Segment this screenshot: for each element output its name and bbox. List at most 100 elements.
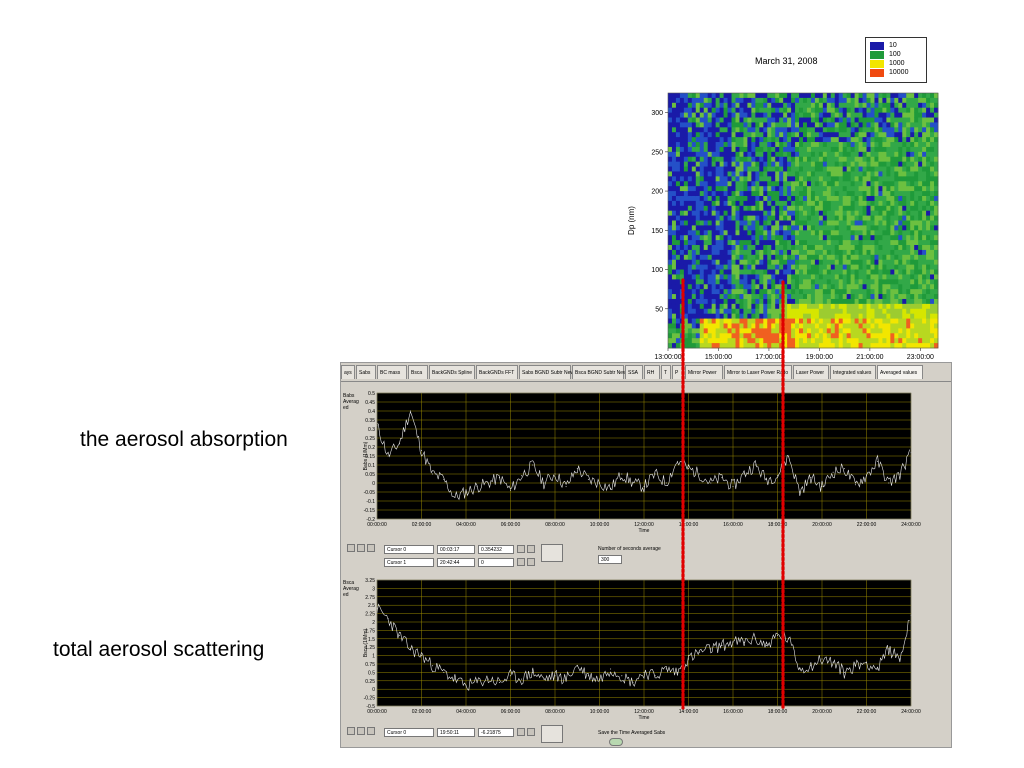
heatmap-cell: [707, 274, 713, 280]
heatmap-cell: [870, 97, 875, 104]
heatmap-cell: [826, 181, 832, 187]
heatmap-cell: [771, 142, 776, 148]
heatmap-cell: [775, 274, 780, 280]
tab-ssa[interactable]: SSA: [625, 365, 643, 379]
heatmap-cell: [671, 254, 677, 261]
heatmap-cell: [779, 318, 784, 324]
tab-ays[interactable]: ays: [341, 365, 355, 379]
heatmap-cell: [846, 181, 852, 187]
tab-p[interactable]: P: [672, 365, 684, 379]
save-toggle[interactable]: [609, 738, 623, 746]
cursor-name-field[interactable]: Cursor 1: [384, 558, 434, 567]
cursor-color-icon[interactable]: [527, 558, 535, 566]
heatmap-cell: [926, 254, 931, 261]
heatmap-cell: [743, 259, 748, 266]
heatmap-cell: [695, 97, 701, 104]
cursor-value-field[interactable]: 0: [478, 558, 514, 567]
tab-t[interactable]: T: [661, 365, 671, 379]
heatmap-cell: [731, 156, 736, 163]
heatmap-cell: [703, 323, 709, 329]
heatmap-cell: [679, 220, 685, 226]
heatmap-cell: [806, 308, 812, 315]
heatmap-cell: [703, 171, 709, 177]
cursor-move-control[interactable]: [541, 725, 563, 743]
heatmap-cell: [834, 166, 840, 172]
heatmap-cell: [803, 308, 808, 315]
heatmap-cell: [783, 333, 788, 339]
tab-backgnds-fft[interactable]: BackGNDs FFT: [476, 365, 518, 379]
pan-tool-icon[interactable]: [357, 727, 365, 735]
heatmap-cell: [763, 269, 768, 275]
tab-averaged-values[interactable]: Averaged values: [877, 365, 923, 379]
babs-chart-series-line: [376, 410, 910, 501]
cursor-name-field[interactable]: Cursor 0: [384, 545, 434, 554]
heatmap-cell: [878, 235, 883, 241]
heatmap-cell: [795, 215, 800, 221]
heatmap-cell: [791, 323, 796, 329]
cursor-time-field[interactable]: 00:03:17: [437, 545, 475, 554]
tab-mirror-to-laser-power-ratio[interactable]: Mirror to Laser Power Ratio: [724, 365, 792, 379]
heatmap-cell: [727, 200, 732, 207]
heatmap-cell: [898, 308, 903, 315]
tab-bsca[interactable]: Bsca: [408, 365, 428, 379]
cursor-value-field[interactable]: 0.354232: [478, 545, 514, 554]
heatmap-cell: [814, 220, 820, 226]
hand-tool-icon[interactable]: [367, 727, 375, 735]
heatmap-cell: [838, 205, 844, 212]
cursor-color-icon[interactable]: [527, 728, 535, 736]
heatmap-cell: [834, 102, 840, 109]
cursor-color-icon[interactable]: [527, 545, 535, 553]
heatmap-cell: [834, 195, 840, 202]
tab-sabs[interactable]: Sabs: [356, 365, 376, 379]
heatmap-cell: [675, 200, 681, 207]
heatmap-cell: [818, 323, 824, 329]
tab-backgnds-spline[interactable]: BackGNDs Spline: [429, 365, 475, 379]
heatmap-cell: [858, 195, 863, 202]
heatmap-cell: [771, 112, 776, 118]
tab-sabs-bgnd-subtr-new[interactable]: Sabs BGND Subtr New: [519, 365, 574, 379]
zoom-tool-icon[interactable]: [347, 727, 355, 735]
heatmap-cell: [814, 284, 820, 290]
tab-bc-mass[interactable]: BC mass: [377, 365, 407, 379]
heatmap-cell: [922, 308, 927, 315]
average-seconds-input[interactable]: 300: [598, 555, 622, 564]
pan-tool-icon[interactable]: [357, 544, 365, 552]
tab-integrated-values[interactable]: Integrated values: [830, 365, 876, 379]
heatmap-cell: [922, 146, 927, 153]
bsca-chart-data-point: [576, 665, 578, 667]
heatmap-cell: [918, 127, 923, 133]
cursor-time-field[interactable]: 20:42:44: [437, 558, 475, 567]
heatmap-cell: [779, 259, 784, 266]
cursor-style-icon[interactable]: [517, 545, 525, 553]
heatmap-cell: [918, 230, 923, 236]
heatmap-cell: [862, 205, 867, 212]
tab-laser-power[interactable]: Laser Power: [793, 365, 829, 379]
heatmap-cell: [715, 318, 721, 324]
cursor-time-field[interactable]: 19:50:11: [437, 728, 475, 737]
bsca-chart-control-label: Bsca: [343, 580, 354, 586]
cursor-name-field[interactable]: Cursor 0: [384, 728, 434, 737]
heatmap-cell: [838, 264, 844, 270]
heatmap-cell: [922, 249, 927, 256]
heatmap-cell: [703, 343, 709, 349]
tab-rh[interactable]: RH: [644, 365, 660, 379]
heatmap-cell: [723, 146, 728, 153]
cursor-style-icon[interactable]: [517, 728, 525, 736]
heatmap-cell: [759, 338, 764, 344]
heatmap-cell: [814, 97, 820, 104]
tab-bsca-bgnd-subtr-new[interactable]: Bsca BGND Subtr New: [572, 365, 627, 379]
hand-tool-icon[interactable]: [367, 544, 375, 552]
tab-mirror-power[interactable]: Mirror Power: [685, 365, 723, 379]
cursor-move-control[interactable]: [541, 544, 563, 562]
heatmap-cell: [687, 142, 693, 148]
heatmap-cell: [755, 298, 760, 305]
cursor-style-icon[interactable]: [517, 558, 525, 566]
heatmap-cell: [886, 122, 891, 128]
heatmap-cell: [751, 137, 756, 143]
heatmap-cell: [906, 264, 911, 270]
zoom-tool-icon[interactable]: [347, 544, 355, 552]
cursor-value-field[interactable]: -6.21875: [478, 728, 514, 737]
heatmap-cell: [799, 230, 804, 236]
heatmap-cell: [894, 191, 899, 197]
heatmap-cell: [759, 102, 764, 109]
